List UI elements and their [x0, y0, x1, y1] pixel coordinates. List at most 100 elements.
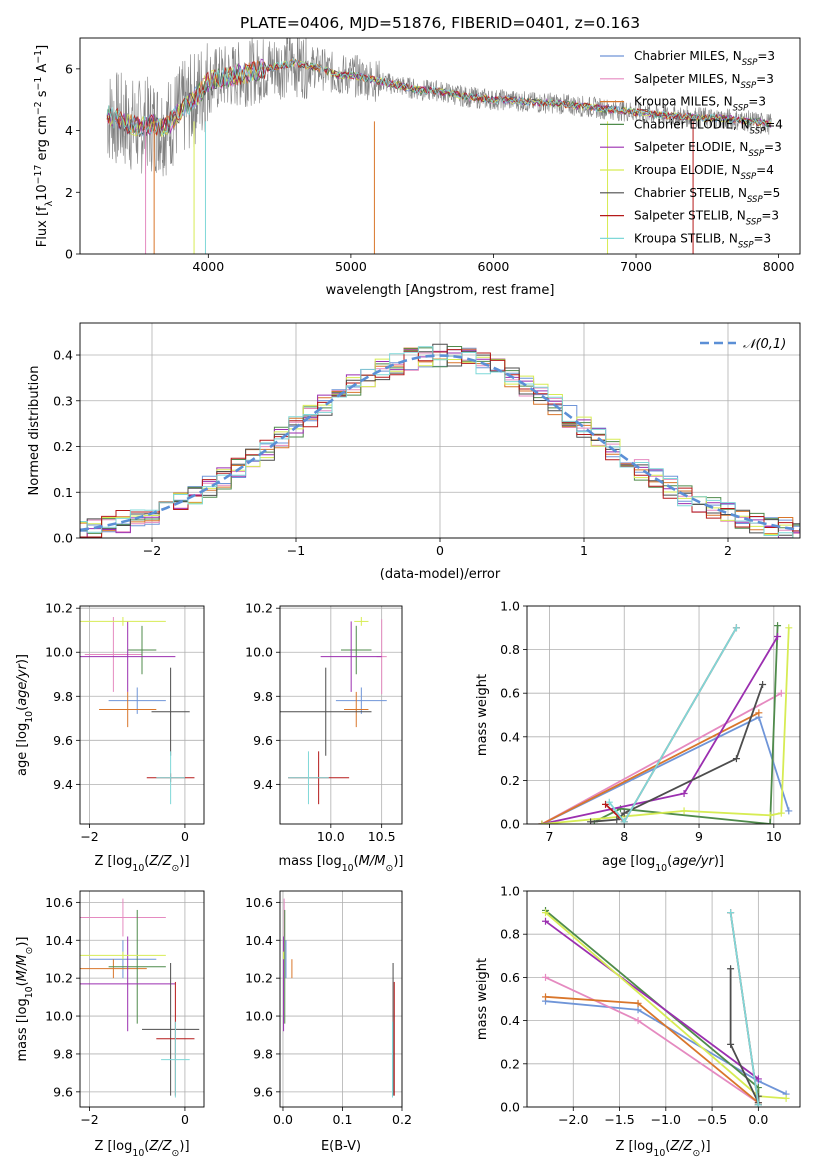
y-tick-label: 0.6	[500, 686, 520, 701]
y-tick-label: 9.4	[253, 777, 273, 792]
weight-marker	[766, 820, 774, 824]
spectrum-y-label-part: −1	[33, 50, 44, 64]
weight-marker	[727, 965, 735, 973]
weight-vs-Z-x-label-part: )]	[700, 1139, 710, 1154]
weight-marker	[732, 755, 740, 763]
spectrum-model-line-8	[106, 59, 772, 135]
mass-vs-Z-y-label-part: ⊙	[24, 947, 35, 955]
axes-frame	[526, 605, 801, 825]
figure-title: PLATE=0406, MJD=51876, FIBERID=0401, z=0…	[240, 14, 640, 32]
weight-vs-Z-y-label: mass weight	[475, 958, 490, 1040]
legend-text: Kroupa STELIB, N	[634, 231, 738, 245]
mass-vs-Z-x-label-part: )]	[179, 1139, 189, 1154]
legend-count: =3	[756, 72, 774, 86]
x-tick-label: 8000	[763, 259, 795, 274]
legend-entry: Kroupa MILES, NSSP=3	[634, 95, 766, 114]
age-vs-Z-x-label-part: ⊙	[172, 863, 180, 874]
y-tick-label: 0.0	[53, 531, 73, 546]
weight-vs-Z-y-label-part: mass weight	[475, 958, 490, 1040]
plot-area-mass_vs_Z	[80, 898, 200, 1098]
x-tick-label: 7	[545, 829, 553, 844]
weight-vs-age-x-label: age [log10(age/yr)]	[602, 854, 724, 874]
weight-marker	[727, 1040, 735, 1048]
mass-vs-Z-x-label-part: (	[144, 1139, 149, 1154]
y-tick-label: 0.4	[500, 1013, 520, 1028]
x-tick-label: 0.1	[333, 1112, 353, 1127]
age-vs-Z-x-label-part: 10	[132, 863, 144, 874]
legend-sub: SSP	[741, 81, 757, 91]
residuals-x-label: (data-model)/error	[380, 567, 501, 582]
age-vs-mass-x-label-part: M/M	[359, 854, 386, 869]
weight-vs-age-x-label-part: 10	[655, 863, 667, 874]
residuals-y-label: Normed distribution	[27, 366, 42, 496]
y-tick-label: 0.2	[53, 439, 73, 454]
normal-reference-curve	[80, 354, 800, 532]
weight-vs-Z-x-label-part: ⊙	[693, 1148, 701, 1159]
plot-area-residuals	[80, 343, 800, 538]
y-tick-label: 0	[65, 247, 73, 262]
y-tick-label: 10.4	[245, 933, 273, 948]
spectrum-x-label-part: wavelength [Angstrom, rest frame]	[326, 283, 555, 298]
y-tick-label: 9.6	[53, 733, 73, 748]
residuals-y-label-part: Normed distribution	[27, 366, 42, 496]
y-tick-label: 0.8	[500, 642, 520, 657]
weight-marker	[732, 624, 740, 632]
age-vs-Z-x-label-part: Z/Z	[148, 854, 172, 869]
x-tick-label: −2	[80, 829, 98, 844]
legend-entry: Chabrier STELIB, NSSP=5	[634, 186, 780, 205]
weight-marker	[754, 1075, 762, 1083]
x-tick-label: 8	[620, 829, 628, 844]
age-vs-Z-y-label: age [log10(age/yr)]	[15, 654, 35, 776]
y-tick-label: 1.0	[500, 884, 520, 899]
weight-marker	[680, 789, 688, 797]
legend-text: Salpeter MILES, N	[634, 72, 741, 86]
spectrum-y-label-part: ]	[35, 45, 50, 50]
legend-count: =3	[764, 140, 782, 154]
weight-marker	[766, 811, 774, 819]
age-vs-Z-y-label-part: age [log	[15, 723, 30, 776]
y-tick-label: 9.8	[53, 689, 73, 704]
weight-marker	[759, 680, 767, 688]
age-vs-mass-x-label-part: ⊙	[385, 863, 393, 874]
axes-frame	[79, 37, 801, 255]
spectrum-y-label-part: λ	[44, 200, 55, 206]
weight-marker	[542, 917, 550, 925]
x-tick-label: 0	[181, 829, 189, 844]
y-tick-label: 6	[65, 61, 73, 76]
y-tick-label: 10.4	[45, 933, 73, 948]
mass-vs-Z-y-label: mass [log10(M/M⊙)]	[15, 937, 35, 1062]
mass-vs-ebv-x-label-part: E(B-V)	[321, 1139, 361, 1154]
residuals-x-label-part: (data-model)/error	[380, 567, 501, 582]
histogram-step-4	[80, 346, 800, 534]
weight-line-6	[541, 627, 790, 824]
y-tick-label: 10.2	[245, 971, 273, 986]
axes-mass_vs_ebv: 0.0 0.1 0.2 9.6 9.8 10.0 10.2 10.4 10.6	[245, 891, 412, 1127]
y-tick-label: 10.6	[245, 895, 273, 910]
spectrum-y-label-part: erg cm	[35, 115, 50, 164]
spectrum-model-line-9	[106, 57, 772, 136]
plot-area-weight_vs_Z	[542, 906, 790, 1107]
histogram-step-8	[80, 349, 800, 538]
y-tick-label: 0.8	[500, 927, 520, 942]
weight-marker	[634, 1006, 642, 1014]
plot-area-mass_vs_ebv	[283, 898, 395, 1098]
y-tick-label: 0.1	[53, 485, 73, 500]
axes-frame	[279, 605, 403, 825]
mass-vs-Z-y-label-part: )]	[15, 937, 30, 947]
x-tick-label: 10.0	[317, 829, 345, 844]
mass-vs-Z-x-label-part: 10	[132, 1148, 144, 1159]
y-tick-label: 10.2	[245, 601, 273, 616]
x-tick-label: 6000	[478, 259, 510, 274]
x-tick-label: 0.0	[748, 1112, 768, 1127]
legend-sub: SSP	[742, 58, 758, 68]
mass-vs-Z-y-label-part: M/M	[15, 955, 30, 982]
weight-marker	[542, 973, 550, 981]
mass-vs-ebv-x-label: E(B-V)	[321, 1139, 361, 1154]
y-tick-label: 0.2	[500, 1056, 520, 1071]
axes-age_vs_mass: 10.0 10.5 9.4 9.6 9.8 10.0 10.2	[245, 601, 402, 844]
age-vs-Z-y-label-part: age/yr	[15, 662, 30, 705]
weight-marker	[785, 807, 793, 815]
plot-area-spectrum	[106, 38, 772, 254]
age-vs-Z-y-label-part: (	[15, 706, 30, 711]
legend-count: =4	[765, 117, 783, 131]
